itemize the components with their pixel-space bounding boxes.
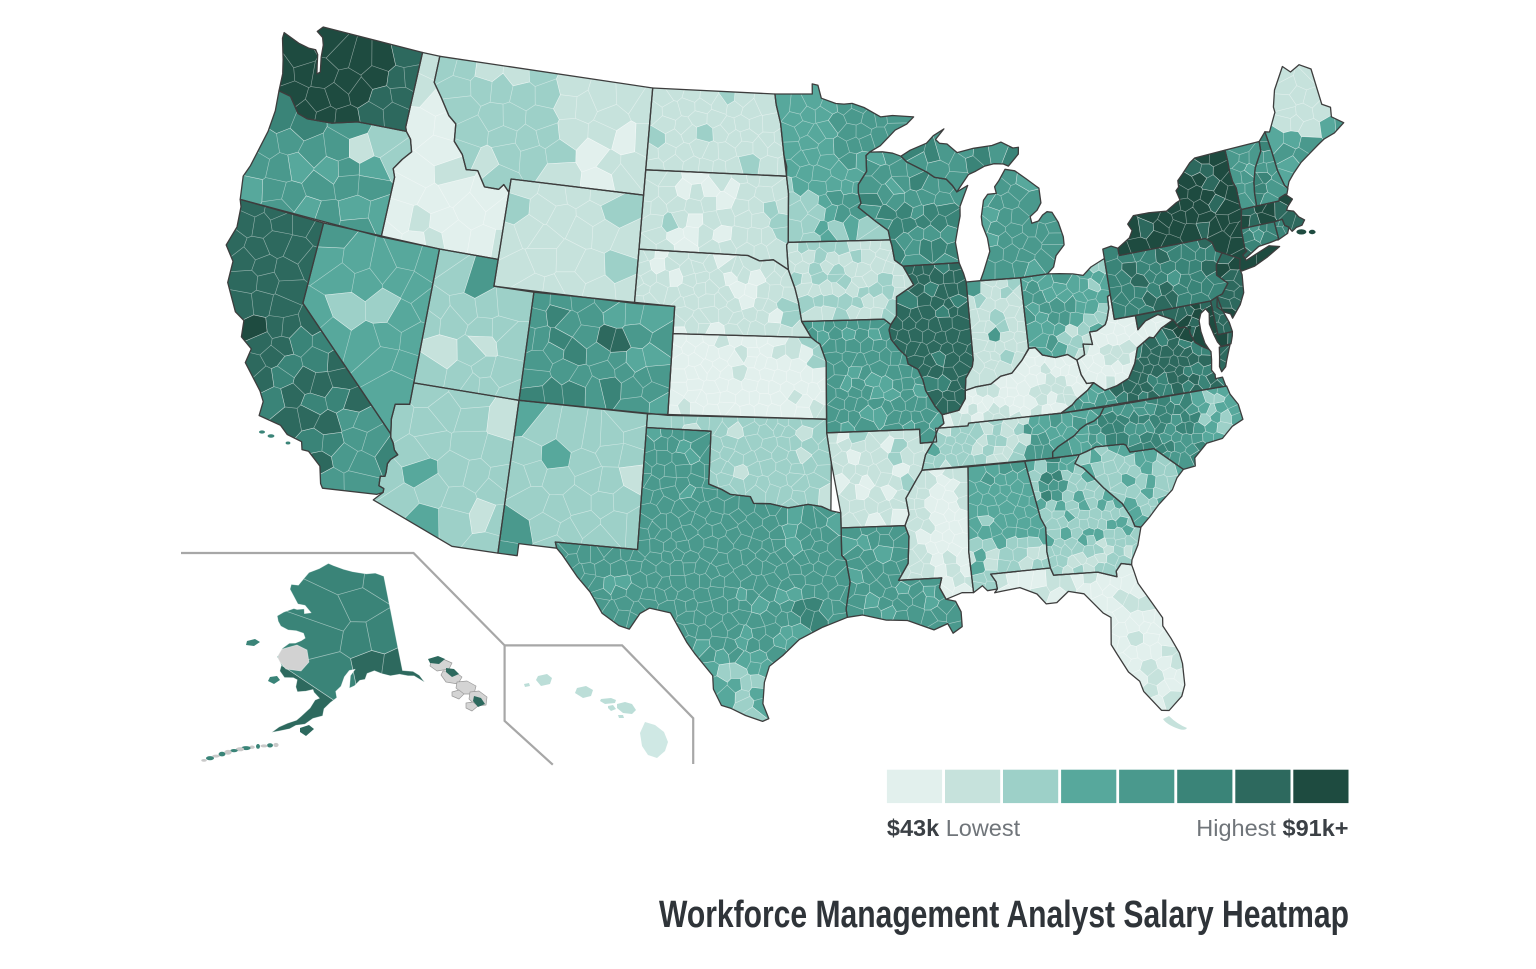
svg-text:Workforce Management Analyst S: Workforce Management Analyst Salary Heat… — [659, 894, 1349, 936]
svg-text:Highest $91k+: Highest $91k+ — [1196, 815, 1348, 841]
svg-text:$43k Lowest: $43k Lowest — [887, 815, 1021, 841]
